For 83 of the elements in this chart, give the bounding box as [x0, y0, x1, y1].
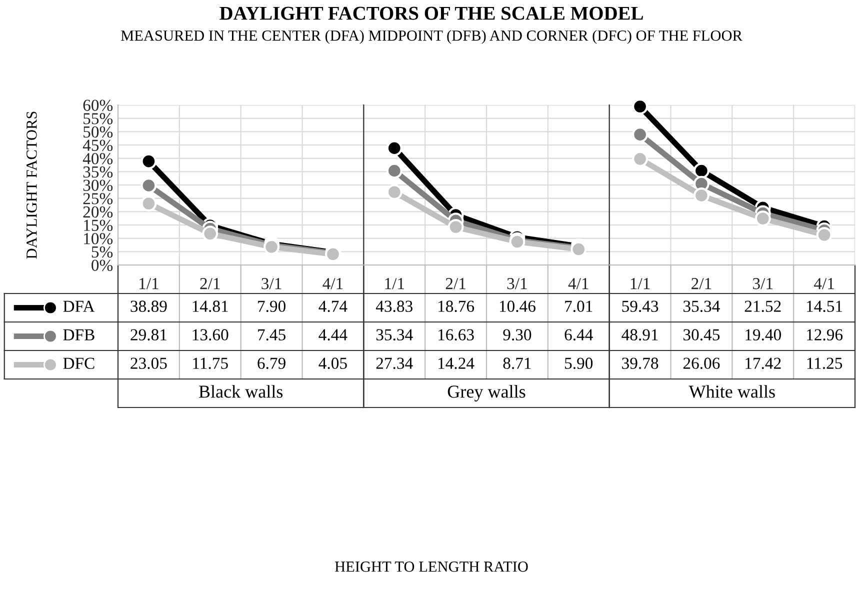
y-axis-title: DAYLIGHT FACTORS	[26, 112, 37, 259]
data-label: 43.83	[376, 300, 412, 312]
data-label: 12.96	[807, 329, 843, 340]
data-label: 21.52	[744, 300, 781, 312]
legend-label: DFC	[63, 358, 94, 369]
y-tick-label: 50%	[84, 126, 113, 138]
point	[816, 227, 832, 243]
data-label: 7.90	[258, 300, 286, 312]
data-label: 8.71	[503, 358, 531, 369]
data-label: 7.45	[258, 329, 286, 340]
y-tick-label: 0%	[92, 260, 113, 271]
x-tick-label: 1/1	[140, 278, 158, 290]
data-label: 59.43	[622, 300, 658, 312]
x-tick-label: 4/1	[568, 278, 588, 290]
legend-label: DFB	[63, 329, 94, 340]
data-label: 10.46	[500, 300, 536, 312]
data-label: 5.90	[565, 358, 593, 369]
data-label: 16.63	[438, 329, 474, 340]
y-tick-label: 30%	[83, 180, 113, 191]
x-tick-label: 2/1	[446, 278, 466, 290]
point	[386, 140, 402, 156]
x-tick-label: 3/1	[262, 278, 282, 290]
point	[202, 226, 218, 242]
y-tick-label: 55%	[84, 113, 113, 124]
y-tick-label: 5%	[92, 246, 113, 258]
point	[140, 153, 157, 170]
data-label: 17.42	[746, 358, 781, 369]
data-label: 35.34	[684, 300, 720, 312]
y-tick-label: 35%	[83, 166, 113, 178]
data-label: 18.76	[438, 300, 474, 312]
data-label: 11.75	[193, 358, 228, 369]
data-label: 27.34	[376, 358, 413, 369]
x-tick-label: 3/1	[753, 278, 773, 290]
point	[632, 98, 648, 115]
data-label: 11.25	[807, 358, 842, 369]
data-label: 23.05	[130, 358, 167, 369]
x-tick-label: 1/1	[385, 278, 404, 290]
text: Grey walls	[448, 385, 526, 402]
data-label: 9.30	[503, 329, 532, 340]
point	[632, 126, 648, 143]
data-label: 14.81	[192, 300, 228, 312]
point	[140, 178, 157, 194]
x-tick-label: 3/1	[507, 278, 527, 290]
x-tick-label: 2/1	[200, 278, 220, 290]
x-tick-label: 2/1	[692, 278, 712, 290]
x-tick-label: 4/1	[814, 278, 834, 290]
text: MEASURED IN THE CENTER (DFA) MIDPOINT (DFB) AND CORNER (DFC) OF THE FLOOR	[120, 30, 742, 44]
y-tick-label: 25%	[83, 193, 113, 204]
data-label: 14.51	[807, 300, 842, 312]
data-label: 19.40	[746, 329, 781, 340]
x-axis-title: HEIGHT TO LENGTH RATIO	[334, 562, 528, 572]
point	[386, 162, 402, 179]
y-tick-label: 45%	[82, 140, 113, 151]
data-label: 14.24	[438, 358, 474, 369]
data-label: 6.44	[564, 329, 593, 340]
data-label: 48.91	[622, 329, 658, 340]
point	[140, 196, 157, 212]
data-label: 4.44	[318, 329, 348, 340]
point	[693, 162, 710, 179]
y-tick-label: 40%	[82, 153, 113, 164]
data-label: 6.79	[258, 358, 286, 369]
text: DAYLIGHT FACTORS OF THE SCALE MODEL	[220, 6, 643, 20]
point	[693, 188, 710, 204]
data-label: 7.01	[565, 300, 592, 312]
x-tick-label: 4/1	[322, 278, 343, 290]
data-label: 4.74	[318, 300, 348, 312]
text: Black walls	[198, 385, 283, 398]
text: White walls	[688, 385, 775, 398]
data-label: 30.45	[684, 329, 720, 340]
y-tick-label: 10%	[84, 233, 113, 244]
point	[754, 210, 771, 227]
y-tick-label: 15%	[84, 220, 113, 231]
data-label: 26.06	[683, 358, 720, 369]
data-label: 29.81	[130, 329, 166, 340]
data-label: 35.34	[376, 329, 413, 340]
data-label: 4.05	[318, 358, 347, 369]
data-label: 39.78	[622, 358, 658, 369]
x-tick-label: 1/1	[630, 278, 650, 290]
data-label: 38.89	[130, 300, 167, 312]
y-tick-label: 20%	[83, 206, 113, 218]
data-label: 13.60	[192, 329, 228, 340]
legend-label: DFA	[63, 300, 95, 312]
y-tick-label: 60%	[83, 100, 113, 111]
